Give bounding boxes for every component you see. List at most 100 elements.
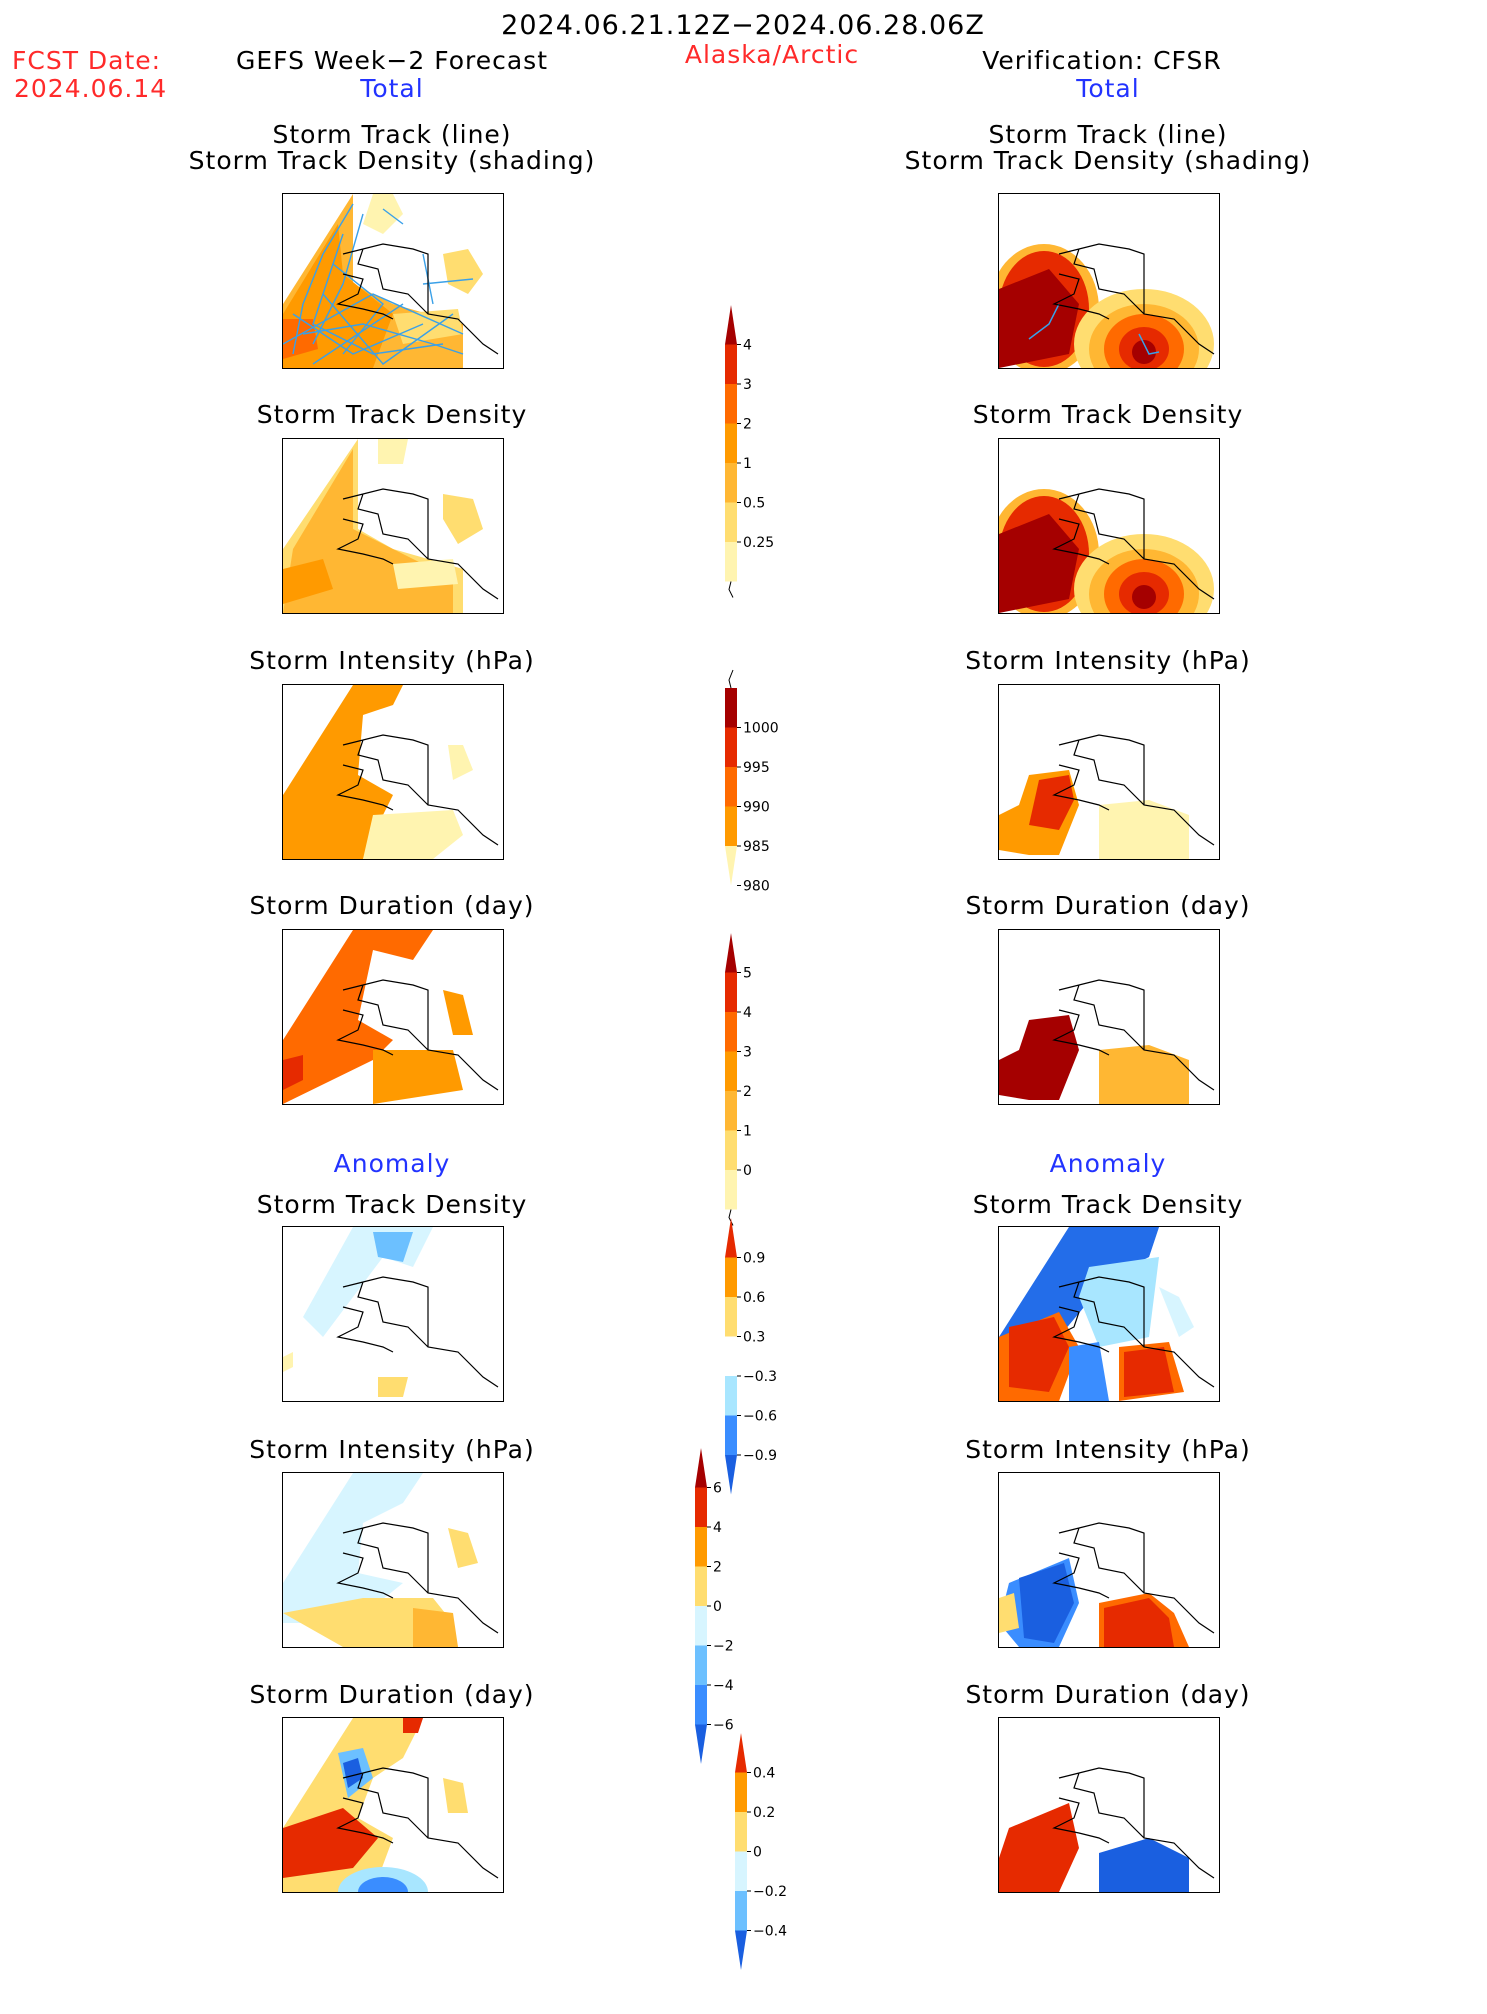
right-column-title: Verification: CFSR <box>982 46 1222 75</box>
colorbar-segment <box>735 1733 747 1773</box>
right-anomaly-label: Anomaly <box>1049 1149 1167 1178</box>
colorbar-tick-label: 2 <box>713 1560 722 1576</box>
colorbar-svg: 1000 995 990 985 980 <box>725 669 779 895</box>
colorbar-segment <box>695 1527 707 1567</box>
colorbar-svg: 5 4 3 2 1 0 <box>725 933 752 1226</box>
right-title-density: Storm Track Density <box>972 400 1244 429</box>
map-forecast-density <box>282 438 504 614</box>
colorbar-segment <box>725 502 737 542</box>
colorbar-tick-label: −4 <box>713 1678 734 1694</box>
colorbar-segment <box>725 305 737 345</box>
colorbar-segment <box>695 1645 707 1685</box>
map-forecast-duration <box>282 929 504 1105</box>
left-title-anom-duration: Storm Duration (day) <box>249 1680 535 1709</box>
colorbar-segment <box>735 1930 747 1970</box>
colorbar-tick-label: 995 <box>743 760 770 776</box>
colorbar-segment <box>735 1812 747 1852</box>
map-verif-density <box>998 438 1220 614</box>
right-title-track-shading: Storm Track Density (shading) <box>904 146 1312 175</box>
colorbar-segment <box>725 1376 737 1416</box>
colorbar-segment <box>725 384 737 424</box>
map-forecast-anom-duration <box>282 1717 504 1893</box>
right-title-duration: Storm Duration (day) <box>965 891 1251 920</box>
map-forecast-intensity <box>282 684 504 860</box>
colorbar-tick-label: 1 <box>743 456 752 472</box>
colorbar-tick-label: −0.6 <box>743 1409 777 1425</box>
colorbar-density-anomaly: 0.9 0.6 0.3 −0.3 −0.6 −0.9 <box>725 1178 795 1539</box>
colorbar-segment <box>725 1051 737 1091</box>
left-column-title: GEFS Week−2 Forecast <box>235 46 549 75</box>
colorbar-svg: 0.4 0.2 0 −0.2 −0.4 <box>735 1733 787 1970</box>
colorbar-tick-label: 0 <box>713 1599 722 1615</box>
map-verif-intensity <box>998 684 1220 860</box>
colorbar-track-density: 4 3 2 1 0.5 0.25 <box>725 265 795 626</box>
colorbar-tick-label: 3 <box>743 377 752 393</box>
colorbar-segment <box>725 933 737 973</box>
colorbar-segment <box>725 542 737 582</box>
colorbar-segment <box>735 1891 747 1931</box>
colorbar-tick-label: 0.25 <box>743 535 774 551</box>
left-title-track-line: Storm Track (line) <box>272 120 512 149</box>
colorbar-tick-label: −0.3 <box>743 1369 777 1385</box>
left-title-density: Storm Track Density <box>256 400 528 429</box>
colorbar-segment <box>725 1257 737 1297</box>
colorbar-segment <box>725 344 737 384</box>
colorbar-segment <box>725 1455 737 1495</box>
colorbar-segment <box>725 806 737 846</box>
map-verif-anom-duration <box>998 1717 1220 1893</box>
colorbar-intensity-anomaly: 6 4 2 0 −2 −4 −6 <box>695 1408 765 1808</box>
colorbar-segment <box>725 767 737 807</box>
colorbar-segment <box>695 1566 707 1606</box>
map-verif-anom-density <box>998 1226 1220 1402</box>
colorbar-segment <box>725 1336 737 1376</box>
colorbar-segment <box>725 972 737 1012</box>
map-verif-track-line <box>998 193 1220 369</box>
colorbar-tick-label: −0.9 <box>743 1448 777 1464</box>
colorbar-segment <box>725 1297 737 1337</box>
colorbar-segment <box>695 1487 707 1527</box>
colorbar-tick-label: 0 <box>743 1163 752 1179</box>
colorbar-segment <box>725 688 737 728</box>
colorbar-tail <box>728 581 734 598</box>
colorbar-segment <box>695 1685 707 1725</box>
left-title-track-shading: Storm Track Density (shading) <box>188 146 596 175</box>
colorbar-segment <box>725 463 737 503</box>
map-forecast-anom-density <box>282 1226 504 1402</box>
colorbar-tick-label: 980 <box>743 879 770 895</box>
colorbar-segment <box>735 1851 747 1891</box>
colorbar-tick-label: 0.4 <box>753 1766 775 1782</box>
colorbar-segment <box>695 1724 707 1764</box>
colorbar-tick-label: 0.2 <box>753 1805 775 1821</box>
period-title: 2024.06.21.12Z−2024.06.28.06Z <box>501 10 985 41</box>
colorbar-segment <box>725 1218 737 1258</box>
colorbar-tick-label: 0.6 <box>743 1290 765 1306</box>
right-title-track-line: Storm Track (line) <box>988 120 1228 149</box>
region-title: Alaska/Arctic <box>684 40 860 69</box>
right-title-anom-intensity: Storm Intensity (hPa) <box>965 1435 1251 1464</box>
map-forecast-anom-intensity <box>282 1472 504 1648</box>
map-forecast-track-line <box>282 193 504 369</box>
left-title-anom-intensity: Storm Intensity (hPa) <box>249 1435 535 1464</box>
colorbar-segment <box>735 1772 747 1812</box>
colorbar-tick-label: 5 <box>743 966 752 982</box>
colorbar-tick-label: 0.5 <box>743 496 765 512</box>
colorbar-segment <box>725 1170 737 1210</box>
left-anomaly-label: Anomaly <box>333 1149 451 1178</box>
right-total-label: Total <box>1076 74 1140 103</box>
colorbar-duration: 5 4 3 2 1 0 <box>725 893 795 1254</box>
colorbar-segment <box>725 727 737 767</box>
colorbar-tick-label: 2 <box>743 417 752 433</box>
colorbar-segment <box>725 1091 737 1131</box>
colorbar-tick-label: 990 <box>743 800 770 816</box>
colorbar-segment <box>695 1448 707 1488</box>
right-title-anom-density: Storm Track Density <box>972 1190 1244 1219</box>
colorbar-segment <box>725 423 737 463</box>
colorbar-tick-label: 6 <box>713 1481 722 1497</box>
colorbar-tick-label: 4 <box>743 338 752 354</box>
map-verif-duration <box>998 929 1220 1105</box>
left-title-intensity: Storm Intensity (hPa) <box>249 646 535 675</box>
left-total-label: Total <box>360 74 424 103</box>
colorbar-tick-label: 0 <box>753 1845 762 1861</box>
colorbar-tick-label: 4 <box>743 1005 752 1021</box>
colorbar-segment <box>725 846 737 886</box>
